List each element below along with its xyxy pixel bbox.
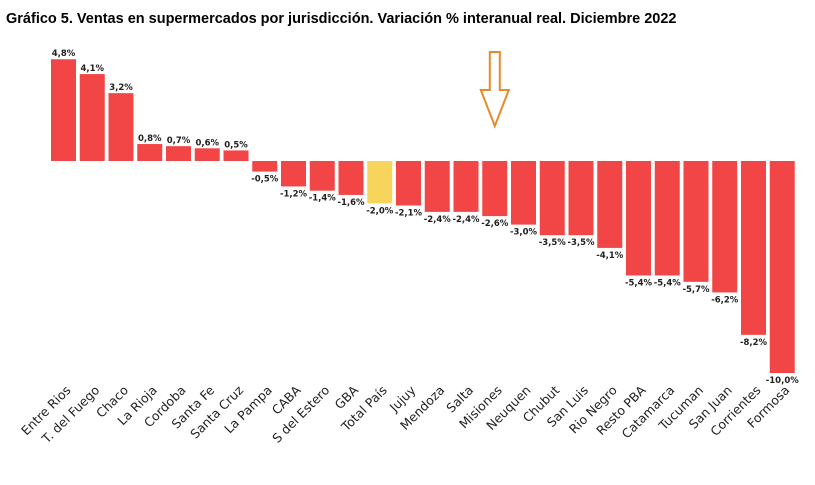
value-label-chaco: 3,2% [109, 83, 133, 93]
value-label-rio-negro: -4,1% [596, 251, 624, 261]
value-label-san-juan: -6,2% [711, 295, 739, 305]
bar-chubut [539, 161, 565, 236]
annotation-group [479, 51, 511, 129]
bars-group [51, 59, 795, 373]
bar-la-rioja [137, 144, 163, 161]
bar-tucuman [683, 161, 709, 282]
bar-t-del-fuego [79, 74, 105, 161]
bar-mendoza [424, 161, 450, 212]
bar-misiones [482, 161, 508, 217]
value-label-t-del-fuego: 4,1% [80, 64, 104, 74]
bar-resto-pba [626, 161, 651, 276]
value-label-resto-pba: -5,4% [625, 278, 653, 288]
value-label-santa-fe: 0,6% [195, 138, 219, 148]
value-label-chubut: -3,5% [539, 238, 567, 248]
bar-chaco [108, 93, 134, 161]
value-label-la-pampa: -0,5% [251, 175, 279, 185]
bar-santa-fe [194, 148, 220, 161]
value-label-misiones: -2,6% [481, 219, 509, 229]
bar-gba [338, 161, 364, 195]
value-labels-group: 4,8%4,1%3,2%0,8% 0,7% 0,6% 0,5%-0,5%-1,2% -1… [52, 49, 800, 386]
bar-total-pais [367, 161, 393, 204]
bar-corrientes [741, 161, 766, 335]
bar-jujuy [396, 161, 421, 206]
value-label-mendoza: -2,4% [424, 215, 452, 225]
value-label-tucuman: -5,7% [682, 285, 710, 295]
value-label-jujuy: -2,1% [395, 209, 423, 219]
value-label-formosa: -10,0% [766, 376, 799, 386]
value-label-total-pais: -2,0% [366, 206, 394, 216]
value-label-gba: -1,6% [337, 198, 365, 208]
bar-s-del-estero [309, 161, 335, 191]
value-label-corrientes: -8,2% [740, 338, 768, 348]
value-label-entre-rios: 4,8% [52, 49, 76, 59]
bar-rio-negro [597, 161, 623, 248]
bar-cordoba [166, 146, 191, 161]
bar-catamarca [654, 161, 680, 276]
value-label-salta: -2,4% [452, 215, 480, 225]
bar-formosa [769, 161, 795, 373]
bar-caba [281, 161, 306, 187]
bar-neuquen [511, 161, 536, 225]
value-label-caba: -1,2% [280, 189, 308, 199]
bar-entre-rios [51, 59, 76, 161]
value-label-santa-cruz: 0,5% [224, 140, 248, 150]
value-label-s-del-estero: -1,4% [309, 194, 337, 204]
value-label-san-luis: -3,5% [567, 238, 595, 248]
bar-salta [453, 161, 479, 212]
bar-san-luis [568, 161, 594, 236]
value-label-la-rioja: 0,8% [138, 134, 162, 144]
bar-santa-cruz [223, 150, 249, 161]
bar-san-juan [712, 161, 738, 293]
value-label-neuquen: -3,0% [510, 228, 538, 238]
value-label-cordoba: 0,7% [167, 136, 191, 146]
down-arrow-icon [479, 51, 511, 129]
value-label-catamarca: -5,4% [654, 278, 682, 288]
chart-title: Gráfico 5. Ventas en supermercados por j… [6, 11, 677, 27]
bar-la-pampa [252, 161, 278, 172]
